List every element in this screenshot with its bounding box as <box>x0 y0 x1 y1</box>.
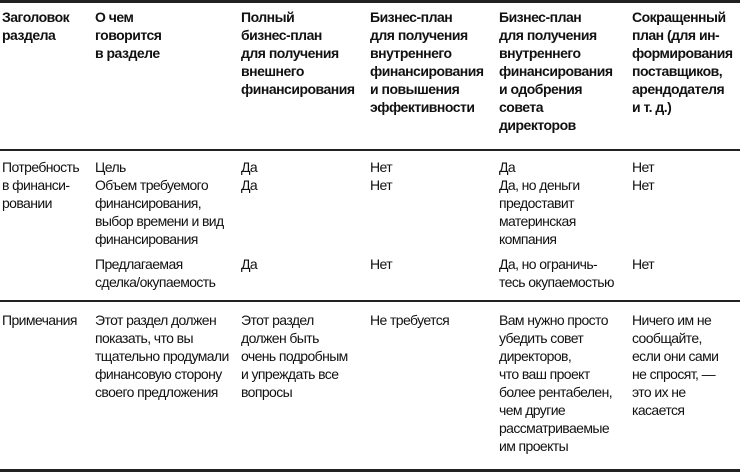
value: Нет <box>632 177 655 193</box>
col-header-full-plan: Полный бизнес-план для получения внешнег… <box>241 9 355 97</box>
value: Да <box>241 256 258 272</box>
topic-goal: Цель <box>95 159 126 175</box>
col-header-board-plan: Бизнес-план для получения внутреннего фи… <box>499 9 613 133</box>
value: Да <box>241 177 258 193</box>
col-header-short-plan: Сокращенный план (для ин- формирования п… <box>632 9 733 115</box>
bottom-rule <box>0 469 740 472</box>
row-rule <box>0 300 740 302</box>
topic-amount: Объем требуемого финансирования, выбор в… <box>95 177 224 247</box>
section-funding-need: Потребность в финанси- ровании <box>2 159 80 211</box>
topic-notes: Этот раздел должен показать, что вы тщат… <box>95 312 229 400</box>
value: Не требуется <box>370 312 450 328</box>
topic-deal: Предлагаемая сделка/окупаемость <box>95 256 216 290</box>
value: Да <box>499 159 516 175</box>
col-header-section: Заголовок раздела <box>2 9 70 43</box>
col-header-topic: О чем говорится в разделе <box>95 9 162 61</box>
value: Вам нужно просто убедить совет директоро… <box>499 312 613 454</box>
value: Нет <box>632 159 655 175</box>
top-rule <box>0 0 740 3</box>
value: Нет <box>370 256 393 272</box>
value: Нет <box>632 256 655 272</box>
value: Этот раздел должен быть очень подробным … <box>241 312 348 400</box>
col-header-internal-plan: Бизнес-план для получения внутреннего фи… <box>370 9 484 115</box>
value: Да, но деньги предоставит материнская ко… <box>499 177 580 247</box>
value: Нет <box>370 177 393 193</box>
value: Да <box>241 159 258 175</box>
value: Да, но ограничь- тесь окупаемостью <box>499 256 614 290</box>
value: Ничего им не сообщайте, если они сами не… <box>632 312 719 418</box>
section-notes: Примечания <box>2 312 77 328</box>
value: Нет <box>370 159 393 175</box>
header-rule <box>0 149 740 151</box>
